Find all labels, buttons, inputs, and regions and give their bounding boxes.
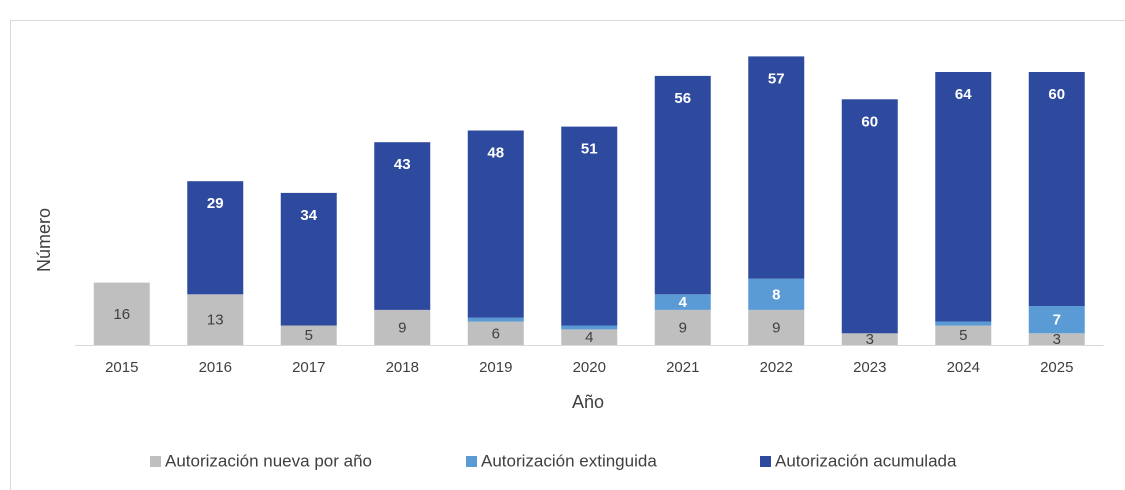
data-label: 5: [305, 327, 313, 344]
data-label: 29: [207, 195, 224, 212]
chart-frame: [10, 20, 1125, 490]
data-label: 16: [113, 306, 130, 323]
y-axis-title: Número: [34, 208, 54, 272]
bar-segment: [935, 325, 992, 345]
bar-segment: [280, 192, 337, 326]
bar-segment: [1028, 306, 1085, 334]
data-label: 48: [487, 144, 504, 161]
legend-label: Autorización acumulada: [775, 451, 957, 470]
data-label: 3: [866, 331, 874, 348]
x-tick-label: 2016: [199, 359, 232, 376]
bar-segment: [467, 317, 524, 322]
legend-label: Autorización extinguida: [481, 451, 657, 470]
bar-segment: [374, 142, 431, 310]
bar-segment: [841, 99, 898, 334]
bar-segment: [561, 325, 618, 330]
data-label: 43: [394, 156, 411, 173]
bar-segment: [654, 75, 711, 295]
bar-segment: [93, 282, 150, 345]
x-tick-label: 2024: [947, 359, 980, 376]
data-label: 13: [207, 312, 224, 329]
data-label: 9: [679, 319, 687, 336]
data-label: 64: [955, 86, 972, 103]
bar-segment: [374, 309, 431, 345]
data-label: 60: [861, 113, 878, 130]
bar-segment: [187, 181, 244, 295]
legend-label: Autorización nueva por año: [165, 451, 372, 470]
bar-segment: [1028, 72, 1085, 306]
x-tick-label: 2022: [760, 359, 793, 376]
legend-swatch: [150, 456, 161, 467]
data-label: 34: [300, 207, 317, 224]
x-tick-label: 2021: [666, 359, 699, 376]
bar-segment: [748, 309, 805, 345]
legend-swatch: [760, 456, 771, 467]
bar-segment: [280, 325, 337, 345]
x-tick-label: 2015: [105, 359, 138, 376]
x-tick-label: 2025: [1040, 359, 1073, 376]
x-tick-label: 2019: [479, 359, 512, 376]
data-label: 4: [679, 294, 688, 311]
x-tick-label: 2017: [292, 359, 325, 376]
x-tick-label: 2020: [573, 359, 606, 376]
x-tick-label: 2023: [853, 359, 886, 376]
data-label: 5: [959, 327, 967, 344]
bar-segment: [467, 130, 524, 318]
data-label: 9: [772, 319, 780, 336]
legend-swatch: [466, 456, 477, 467]
bar-segment: [1028, 333, 1085, 345]
bar-segment: [467, 321, 524, 345]
bar-segment: [935, 72, 992, 322]
bar-segment: [561, 329, 618, 345]
bar-segment: [561, 126, 618, 326]
bar-segment: [187, 294, 244, 345]
data-label: 51: [581, 141, 598, 158]
data-label: 3: [1053, 331, 1061, 348]
x-axis-title: Año: [572, 392, 604, 412]
bar-segment: [841, 333, 898, 345]
bar-segment: [654, 294, 711, 310]
data-label: 9: [398, 319, 406, 336]
data-label: 60: [1048, 86, 1065, 103]
bar-segment: [654, 309, 711, 345]
data-label: 6: [492, 325, 500, 342]
bar-segment: [748, 278, 805, 310]
data-label: 56: [674, 90, 691, 107]
data-label: 8: [772, 286, 780, 303]
data-label: 7: [1053, 312, 1061, 329]
bar-segment: [748, 56, 805, 279]
data-label: 4: [585, 329, 593, 346]
x-tick-label: 2018: [386, 359, 419, 376]
bar-segment: [935, 321, 992, 326]
data-label: 57: [768, 70, 785, 87]
